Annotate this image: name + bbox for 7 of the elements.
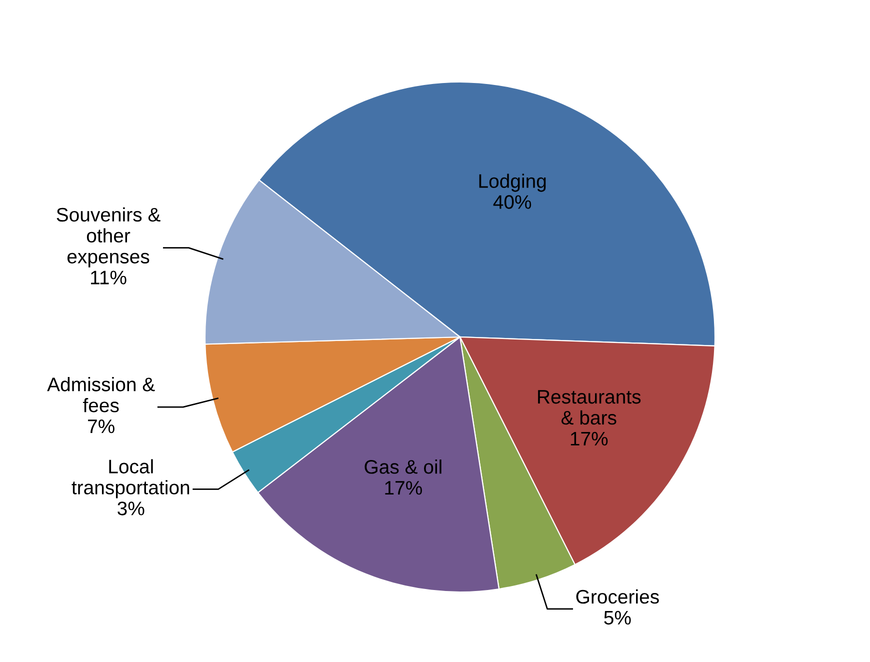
slice-label: Admission & fees 7% (47, 377, 155, 434)
slice-label: Souvenirs & other expenses 11% (56, 207, 160, 284)
slice-label: Lodging 40% (479, 174, 546, 209)
slice-label: Gas & oil 17% (364, 460, 442, 495)
slice-label: Local transportation 3% (72, 459, 190, 516)
slice-label: Restaurants & bars 17% (538, 390, 641, 446)
slice-label: Groceries 5% (576, 589, 659, 625)
